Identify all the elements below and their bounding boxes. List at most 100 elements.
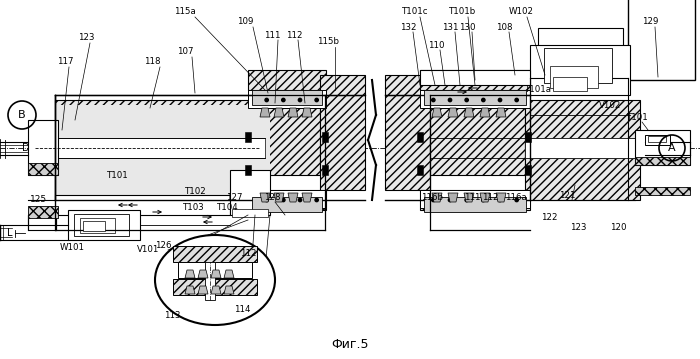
- Bar: [322, 165, 328, 175]
- Bar: [74, 214, 129, 236]
- Text: T104: T104: [217, 204, 239, 213]
- Polygon shape: [496, 108, 506, 117]
- Text: 130: 130: [458, 23, 475, 32]
- Text: 129: 129: [642, 18, 658, 27]
- Text: T101a: T101a: [524, 85, 552, 94]
- Bar: [255, 90, 320, 175]
- Bar: [245, 132, 251, 142]
- Bar: [248, 190, 326, 210]
- Bar: [230, 170, 270, 215]
- Polygon shape: [288, 193, 298, 202]
- Text: 115b: 115b: [317, 37, 339, 47]
- Bar: [525, 100, 640, 200]
- Polygon shape: [464, 108, 474, 117]
- Bar: [417, 132, 423, 142]
- Bar: [28, 120, 58, 175]
- Polygon shape: [432, 193, 442, 202]
- Text: W102: W102: [508, 8, 533, 17]
- Text: 117: 117: [57, 57, 74, 66]
- Bar: [83, 221, 105, 231]
- Text: 126: 126: [155, 241, 172, 250]
- Polygon shape: [185, 270, 195, 278]
- Bar: [544, 48, 612, 83]
- Text: 113: 113: [164, 311, 181, 320]
- Bar: [173, 279, 257, 295]
- Text: T102: T102: [185, 187, 207, 196]
- Bar: [645, 135, 670, 145]
- Text: 107: 107: [176, 47, 193, 56]
- Bar: [320, 75, 365, 95]
- Text: 131: 131: [442, 23, 458, 32]
- Text: 114: 114: [234, 306, 251, 314]
- Text: 111: 111: [463, 194, 480, 202]
- Text: 125: 125: [30, 196, 47, 205]
- Polygon shape: [464, 193, 474, 202]
- Bar: [385, 75, 430, 95]
- Polygon shape: [302, 193, 312, 202]
- Bar: [248, 190, 326, 208]
- Bar: [525, 138, 640, 158]
- Bar: [248, 70, 326, 90]
- Text: 115a: 115a: [174, 8, 196, 17]
- Text: 132: 132: [400, 23, 416, 32]
- Text: 127: 127: [225, 194, 242, 202]
- Bar: [538, 28, 623, 78]
- Polygon shape: [211, 286, 221, 294]
- Text: W101: W101: [60, 243, 85, 252]
- Bar: [550, 66, 598, 88]
- Text: 128: 128: [264, 194, 280, 202]
- Bar: [245, 165, 251, 175]
- Bar: [55, 105, 270, 200]
- Polygon shape: [185, 286, 195, 294]
- Text: Фиг.5: Фиг.5: [331, 339, 369, 351]
- Text: 118: 118: [144, 57, 160, 66]
- Bar: [420, 90, 530, 108]
- Bar: [417, 165, 423, 175]
- Text: 116b: 116b: [421, 194, 443, 202]
- Bar: [424, 90, 526, 105]
- Text: 108: 108: [496, 23, 512, 32]
- Bar: [28, 215, 56, 230]
- Text: 109: 109: [237, 18, 253, 27]
- Text: T101c: T101c: [402, 8, 428, 17]
- Bar: [420, 70, 530, 90]
- Bar: [424, 197, 526, 212]
- Bar: [55, 195, 230, 215]
- Bar: [420, 190, 530, 208]
- Polygon shape: [211, 270, 221, 278]
- Bar: [635, 130, 690, 165]
- Polygon shape: [224, 270, 234, 278]
- Polygon shape: [198, 270, 208, 278]
- Polygon shape: [448, 193, 458, 202]
- Polygon shape: [260, 108, 270, 117]
- Bar: [385, 95, 430, 190]
- Bar: [553, 77, 587, 91]
- Text: L: L: [7, 228, 13, 238]
- Bar: [28, 206, 58, 218]
- Bar: [635, 157, 690, 165]
- Bar: [252, 90, 322, 105]
- Text: V101: V101: [136, 246, 159, 255]
- Bar: [178, 262, 252, 278]
- Bar: [320, 95, 365, 190]
- Bar: [322, 132, 328, 142]
- Bar: [80, 218, 115, 233]
- Bar: [28, 163, 58, 175]
- Text: 123: 123: [78, 33, 94, 42]
- Text: A: A: [668, 143, 676, 153]
- Text: D: D: [22, 143, 30, 153]
- Polygon shape: [432, 108, 442, 117]
- Bar: [55, 100, 265, 200]
- Bar: [648, 136, 666, 142]
- Bar: [628, 0, 695, 80]
- Text: T103: T103: [183, 204, 205, 213]
- Text: 112: 112: [239, 248, 256, 257]
- Bar: [530, 45, 630, 95]
- Polygon shape: [260, 193, 270, 202]
- Polygon shape: [302, 108, 312, 117]
- Bar: [420, 190, 530, 210]
- Bar: [248, 90, 326, 108]
- Bar: [68, 210, 140, 240]
- Text: 112: 112: [482, 194, 498, 202]
- Text: 110: 110: [428, 41, 444, 50]
